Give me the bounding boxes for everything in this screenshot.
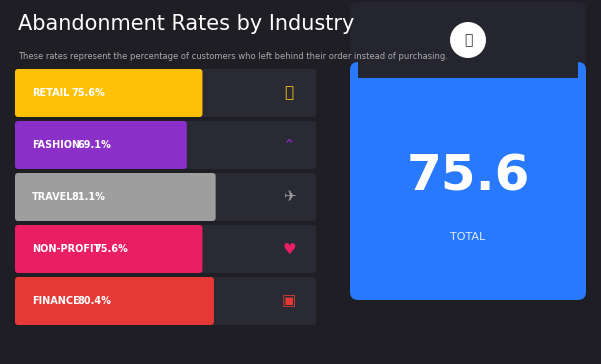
Circle shape	[450, 22, 486, 58]
Text: NON-PROFIT: NON-PROFIT	[32, 244, 100, 254]
FancyBboxPatch shape	[15, 173, 316, 221]
Text: FASHION: FASHION	[32, 140, 80, 150]
Text: Abandonment Rates by Industry: Abandonment Rates by Industry	[18, 14, 355, 34]
Text: 80.4%: 80.4%	[77, 296, 111, 306]
Text: ▣: ▣	[282, 293, 296, 309]
FancyBboxPatch shape	[15, 277, 214, 325]
Text: 75.6%: 75.6%	[94, 244, 128, 254]
Text: ✈: ✈	[282, 190, 295, 205]
Text: These rates represent the percentage of customers who left behind their order in: These rates represent the percentage of …	[18, 52, 448, 61]
Text: 75.6: 75.6	[406, 153, 529, 201]
Text: ♥: ♥	[282, 241, 296, 257]
FancyBboxPatch shape	[15, 225, 203, 273]
FancyBboxPatch shape	[15, 121, 187, 169]
Text: 🛒: 🛒	[464, 33, 472, 47]
FancyBboxPatch shape	[262, 277, 316, 325]
FancyBboxPatch shape	[15, 69, 203, 117]
FancyBboxPatch shape	[15, 173, 216, 221]
FancyBboxPatch shape	[15, 277, 316, 325]
FancyBboxPatch shape	[350, 62, 586, 300]
FancyBboxPatch shape	[358, 62, 578, 78]
Text: 81.1%: 81.1%	[72, 192, 105, 202]
FancyBboxPatch shape	[262, 173, 316, 221]
Text: 75.6%: 75.6%	[72, 88, 105, 98]
Text: FINANCE: FINANCE	[32, 296, 80, 306]
FancyBboxPatch shape	[15, 121, 316, 169]
FancyBboxPatch shape	[262, 69, 316, 117]
Text: TRAVEL: TRAVEL	[32, 192, 73, 202]
FancyBboxPatch shape	[262, 121, 316, 169]
Text: 69.1%: 69.1%	[77, 140, 111, 150]
FancyBboxPatch shape	[262, 225, 316, 273]
Text: TOTAL: TOTAL	[450, 232, 486, 241]
FancyBboxPatch shape	[350, 2, 586, 300]
Text: ⌃: ⌃	[282, 138, 295, 153]
Text: 🛍: 🛍	[284, 86, 293, 100]
FancyBboxPatch shape	[15, 69, 316, 117]
FancyBboxPatch shape	[15, 225, 316, 273]
Text: RETAIL: RETAIL	[32, 88, 69, 98]
